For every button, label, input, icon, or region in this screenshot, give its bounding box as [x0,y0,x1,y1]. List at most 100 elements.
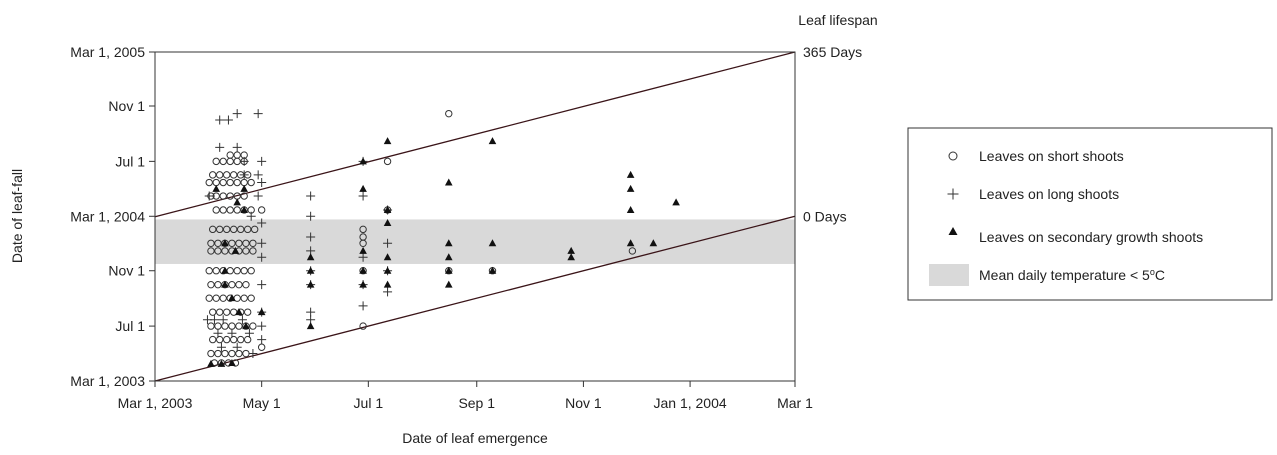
secondary-growth-point [228,358,236,366]
long-shoot-point [358,252,368,262]
secondary-growth-point [212,184,221,192]
secondary-growth-point [626,184,635,192]
temperature-band [155,219,795,264]
short-shoot-point [226,206,234,214]
short-shoot-point [233,157,241,166]
short-shoot-point [228,322,236,330]
long-shoot-point [213,328,223,338]
secondary-growth-point [228,294,236,302]
short-shoot-point [209,225,217,234]
long-shoot-point [257,218,267,228]
long-shoot-point [215,142,225,152]
long-shoot-point [306,307,316,317]
secondary-growth-point [359,280,367,288]
short-shoot-point [242,239,250,247]
long-shoot-point [358,191,368,201]
short-shoot-point [235,322,243,330]
long-shoot-point [257,178,267,188]
secondary-growth-point [231,246,240,254]
x-tick-label: Mar 1 [777,395,813,411]
short-shoot-point [233,178,241,187]
short-shoot-point [205,178,213,187]
x-tick-label: Jul 1 [354,395,384,411]
secondary-growth-point [242,322,250,330]
short-shoot-point [221,349,229,358]
secondary-growth-point [444,266,453,274]
long-shoot-point [306,191,316,201]
series-filled-triangle [207,137,680,367]
short-shoot-point [226,151,234,159]
short-shoot-point [221,247,229,255]
legend-marker-plus [947,188,959,200]
short-shoot-point [240,178,248,187]
legend-label-secondary-growth-shoots: Leaves on secondary growth shoots [979,229,1203,245]
short-shoot-point [240,267,248,275]
lifespan-line-0-days [154,215,796,382]
long-shoot-point [237,315,247,325]
y-tick-label: Jul 1 [115,318,145,334]
lifespan-lines-layer: 0 Days 365 Days [154,44,862,382]
secondary-growth-point [626,170,635,178]
x-tick-label: Nov 1 [565,395,602,411]
long-shoot-point [257,156,267,166]
short-shoot-point [219,192,227,200]
short-shoot-point [212,267,220,275]
short-shoot-point [628,247,637,255]
long-shoot-point [257,280,267,290]
short-shoot-point [215,225,224,234]
secondary-growth-point [217,359,226,367]
secondary-growth-point [383,280,392,288]
short-shoot-point [233,151,241,159]
short-shoot-point [207,280,215,289]
short-shoot-point [235,280,243,289]
short-shoot-point [236,225,245,234]
right-axis-title: Leaf lifespan [798,12,877,28]
lifespan-line-label: 0 Days [803,208,847,224]
secondary-growth-point [444,178,453,186]
secondary-growth-point [383,205,392,213]
legend-marker-filled-triangle [948,227,958,235]
secondary-growth-point [567,253,575,261]
secondary-growth-point [207,359,215,367]
short-shoot-point [257,206,266,214]
short-shoot-point [222,335,231,344]
short-shoot-point [226,178,234,187]
x-tick-label: May 1 [243,395,281,411]
short-shoot-point [228,280,236,289]
long-shoot-point [232,342,242,352]
short-shoot-point [257,343,266,351]
short-shoot-point [228,349,236,358]
secondary-growth-point [359,184,367,192]
legend-label-short-shoots: Leaves on short shoots [979,148,1124,164]
legend-band-degree: o [1150,267,1155,277]
secondary-growth-point [306,253,315,261]
secondary-growth-point [306,266,315,274]
short-shoot-point [235,239,243,247]
short-shoot-point [243,308,252,316]
short-shoot-point [383,157,392,166]
long-shoot-point [244,328,254,338]
short-shoot-point [247,178,255,187]
secondary-growth-point [359,157,367,165]
short-shoot-point [242,349,250,358]
secondary-growth-point [383,219,392,227]
y-tick-label: Jul 1 [115,153,145,169]
long-shoot-point [257,321,267,331]
long-shoot-point [239,170,249,180]
short-shoot-point [222,308,231,316]
long-shoot-point [253,109,263,119]
short-shoot-point [205,294,213,302]
short-shoot-point [207,247,215,255]
long-shoot-point [257,252,267,262]
y-tick-label: Mar 1, 2005 [70,44,145,60]
short-shoot-point [207,239,215,247]
secondary-growth-point [240,205,248,213]
long-shoot-point [306,211,316,221]
short-shoot-point [250,225,259,234]
short-shoot-point [219,178,227,187]
secondary-growth-point [444,280,453,288]
short-shoot-point [228,239,236,247]
short-shoot-point [249,247,257,255]
long-shoot-point [358,301,368,311]
lifespan-line-label: 365 Days [803,44,862,60]
